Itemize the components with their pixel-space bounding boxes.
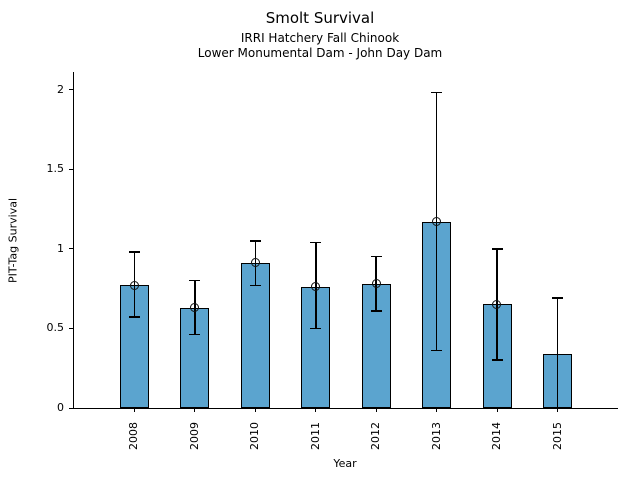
y-tick-label: 1.5 (46, 162, 65, 176)
error-cap-low-2014 (491, 359, 503, 361)
chart-title: Smolt Survival (265, 9, 375, 27)
y-tick-label: 0.5 (46, 321, 65, 335)
error-cap-low-2013 (431, 349, 443, 352)
error-cap-low-2009 (189, 333, 201, 336)
point-marker-2014 (492, 299, 502, 309)
x-tick-label-2013: 2013 (429, 422, 443, 450)
y-axis-label: PIT-Tag Survival (6, 198, 20, 284)
error-cap-high-2015 (552, 297, 564, 299)
error-cap-low-2012 (370, 310, 382, 312)
error-cap-high-2009 (189, 279, 201, 282)
y-tick-mark (69, 248, 73, 250)
x-tick-mark (254, 408, 256, 412)
point-marker-2012 (371, 279, 381, 289)
y-tick-mark (69, 89, 73, 91)
y-tick-mark (69, 407, 73, 409)
x-tick-label-2010: 2010 (248, 422, 262, 450)
x-tick-mark (375, 408, 377, 412)
y-tick-mark (69, 168, 73, 170)
plot-area: 0 0.5 1 1.5 2 2008 2009 2010 2011 2012 2013 2014 201… (47, 72, 618, 450)
error-bar-2015 (556, 298, 559, 408)
error-cap-high-2014 (491, 248, 503, 250)
point-marker-2011 (311, 282, 321, 292)
x-tick-label-2012: 2012 (369, 422, 383, 450)
chart-subtitle-line2: Lower Monumental Dam - John Day Dam (197, 46, 443, 60)
x-tick-mark (194, 408, 196, 412)
error-cap-low-2010 (249, 284, 261, 287)
point-marker-2013 (431, 216, 441, 226)
error-cap-high-2010 (249, 240, 261, 242)
x-tick-label-2011: 2011 (308, 422, 322, 450)
y-tick-label: 1 (57, 241, 64, 255)
x-tick-label-2009: 2009 (187, 422, 201, 450)
point-marker-2008 (129, 280, 139, 290)
x-tick-mark (557, 408, 559, 412)
error-cap-low-2011 (310, 327, 322, 330)
point-marker-2009 (190, 302, 200, 312)
y-tick-label: 2 (57, 82, 64, 96)
x-tick-mark (496, 408, 498, 412)
x-tick-label-2008: 2008 (127, 422, 141, 450)
error-cap-high-2012 (370, 255, 382, 258)
x-tick-mark (315, 408, 317, 412)
error-cap-low-2008 (128, 316, 140, 318)
x-axis-label: Year (333, 457, 357, 470)
error-cap-high-2011 (310, 241, 322, 244)
error-cap-high-2013 (431, 91, 443, 94)
point-marker-2010 (250, 258, 260, 268)
x-tick-label-2014: 2014 (490, 422, 504, 450)
y-tick-label: 0 (57, 401, 64, 414)
error-cap-high-2008 (128, 251, 140, 253)
x-tick-label-2015: 2015 (550, 422, 564, 450)
x-tick-mark (436, 408, 438, 412)
x-tick-mark (133, 408, 135, 412)
y-tick-mark (69, 327, 73, 329)
chart-subtitle-line1: IRRI Hatchery Fall Chinook (240, 31, 400, 45)
